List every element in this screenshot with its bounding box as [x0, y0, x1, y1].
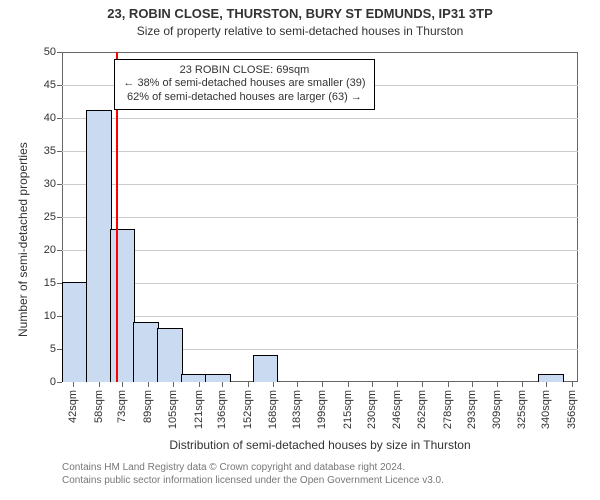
chart-plot-area: 0510152025303540455042sqm58sqm73sqm89sqm… — [62, 52, 578, 382]
x-tick-label: 183sqm — [291, 390, 303, 429]
histogram-bar — [110, 229, 136, 382]
y-tick-label: 20 — [44, 244, 62, 256]
x-tick — [572, 382, 573, 387]
x-tick-label: 340sqm — [540, 390, 552, 429]
x-tick-label: 89sqm — [142, 390, 154, 423]
x-tick-label: 152sqm — [242, 390, 254, 429]
x-tick — [248, 382, 249, 387]
x-tick — [546, 382, 547, 387]
x-tick-label: 325sqm — [516, 390, 528, 429]
gridline — [62, 217, 578, 218]
histogram-bar — [157, 328, 183, 382]
y-tick-label: 15 — [44, 277, 62, 289]
histogram-bar — [62, 282, 88, 382]
x-tick-label: 230sqm — [366, 390, 378, 429]
x-tick-label: 278sqm — [442, 390, 454, 429]
x-tick-label: 73sqm — [116, 390, 128, 423]
x-tick — [222, 382, 223, 387]
x-tick-label: 309sqm — [491, 390, 503, 429]
histogram-bar — [205, 374, 231, 382]
gridline — [62, 151, 578, 152]
x-tick — [422, 382, 423, 387]
histogram-bar — [538, 374, 564, 382]
chart-title: 23, ROBIN CLOSE, THURSTON, BURY ST EDMUN… — [0, 0, 600, 22]
x-axis-label: Distribution of semi-detached houses by … — [62, 438, 578, 452]
x-tick-label: 58sqm — [93, 390, 105, 423]
gridline — [62, 316, 578, 317]
x-tick — [73, 382, 74, 387]
x-tick-label: 356sqm — [566, 390, 578, 429]
histogram-bar — [86, 110, 112, 382]
annotation-line-0: 23 ROBIN CLOSE: 69sqm — [123, 64, 365, 78]
x-tick — [199, 382, 200, 387]
y-tick-label: 40 — [44, 112, 62, 124]
x-tick-label: 121sqm — [193, 390, 205, 429]
x-tick — [472, 382, 473, 387]
x-tick — [397, 382, 398, 387]
footer-line-2: Contains public sector information licen… — [62, 475, 444, 488]
histogram-bar — [181, 374, 207, 382]
x-tick — [297, 382, 298, 387]
y-axis-label: Number of semi-detached properties — [16, 142, 30, 337]
annotation-box: 23 ROBIN CLOSE: 69sqm← 38% of semi-detac… — [114, 59, 374, 110]
gridline — [62, 118, 578, 119]
y-tick-label: 35 — [44, 145, 62, 157]
chart-subtitle: Size of property relative to semi-detach… — [0, 22, 600, 38]
y-tick-label: 5 — [50, 343, 62, 355]
x-tick-label: 215sqm — [342, 390, 354, 429]
x-tick — [372, 382, 373, 387]
x-tick — [522, 382, 523, 387]
x-tick — [122, 382, 123, 387]
x-tick-label: 168sqm — [267, 390, 279, 429]
footer-attribution: Contains HM Land Registry data © Crown c… — [62, 462, 444, 487]
x-tick-label: 199sqm — [316, 390, 328, 429]
histogram-bar — [133, 322, 159, 382]
x-tick-label: 136sqm — [216, 390, 228, 429]
x-tick-label: 105sqm — [167, 390, 179, 429]
y-tick-label: 30 — [44, 178, 62, 190]
x-tick — [348, 382, 349, 387]
y-tick-label: 25 — [44, 211, 62, 223]
annotation-line-2: 62% of semi-detached houses are larger (… — [123, 91, 365, 105]
x-tick — [99, 382, 100, 387]
gridline — [62, 184, 578, 185]
x-tick — [497, 382, 498, 387]
annotation-line-1: ← 38% of semi-detached houses are smalle… — [123, 77, 365, 91]
x-tick — [148, 382, 149, 387]
y-tick-label: 45 — [44, 79, 62, 91]
x-tick — [322, 382, 323, 387]
x-tick — [173, 382, 174, 387]
x-tick — [273, 382, 274, 387]
x-tick-label: 293sqm — [466, 390, 478, 429]
footer-line-1: Contains HM Land Registry data © Crown c… — [62, 462, 444, 475]
y-tick-label: 0 — [50, 376, 62, 388]
x-tick-label: 246sqm — [391, 390, 403, 429]
y-tick-label: 10 — [44, 310, 62, 322]
y-tick-label: 50 — [44, 46, 62, 58]
x-tick-label: 42sqm — [67, 390, 79, 423]
x-tick-label: 262sqm — [416, 390, 428, 429]
gridline — [62, 250, 578, 251]
x-tick — [448, 382, 449, 387]
gridline — [62, 283, 578, 284]
histogram-bar — [253, 355, 279, 382]
